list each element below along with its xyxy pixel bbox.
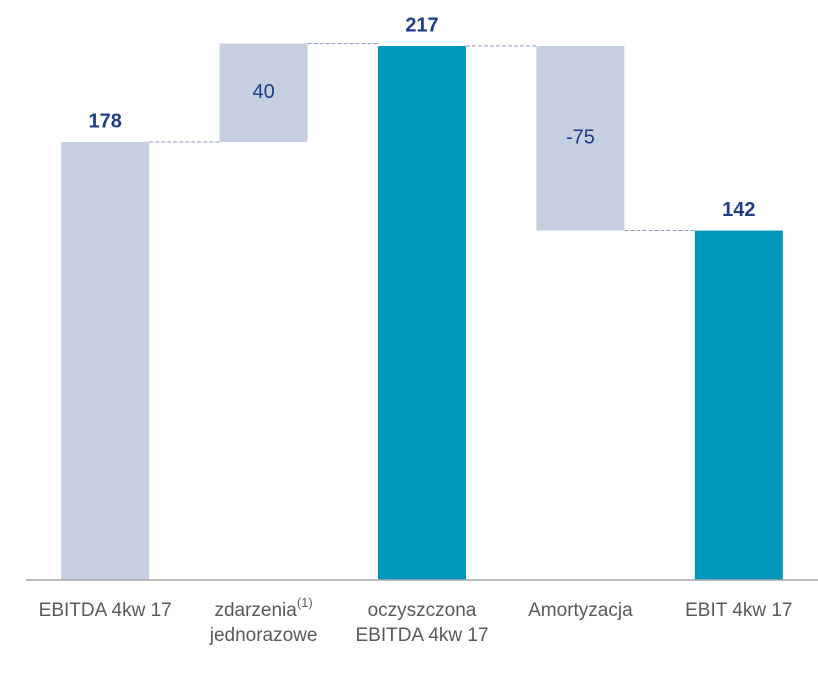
- category-label: EBITDA 4kw 17: [25, 598, 185, 623]
- value-label: 40: [252, 81, 274, 103]
- category-label: Amortyzacja: [500, 598, 660, 623]
- category-text: EBIT 4kw 17: [685, 600, 793, 621]
- superscript: (1): [296, 595, 313, 610]
- category-label: EBIT 4kw 17: [659, 598, 818, 623]
- category-text: EBITDA 4kw 17: [38, 600, 172, 621]
- value-label: -75: [566, 127, 595, 149]
- bar: [219, 43, 308, 142]
- category-text: oczyszczona EBITDA 4kw 17: [355, 600, 489, 646]
- value-label: 178: [89, 110, 122, 132]
- bar: [536, 46, 625, 231]
- category-label: zdarzenia(1) jednorazowe: [184, 595, 344, 648]
- bar: [378, 46, 466, 580]
- category-label: oczyszczona EBITDA 4kw 17: [342, 598, 502, 648]
- category-text: Amortyzacja: [528, 600, 633, 621]
- bar: [694, 230, 783, 581]
- value-label: 217: [405, 14, 438, 36]
- value-label: 142: [722, 199, 755, 221]
- category-text: zdarzenia(1) jednorazowe: [209, 595, 318, 646]
- bar: [61, 141, 150, 580]
